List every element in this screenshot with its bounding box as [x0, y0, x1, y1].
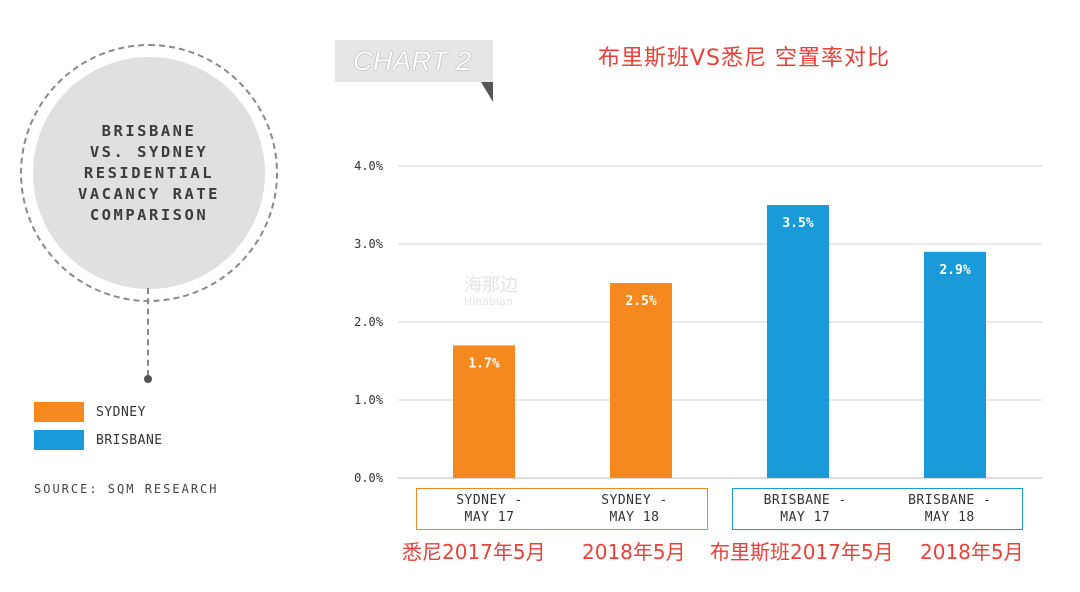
y-tick-label-0: 0.0% — [354, 471, 384, 485]
bar-value-label-1: 2.5% — [625, 294, 656, 309]
cn-label-sydney-2018: 2018年5月 — [582, 540, 686, 564]
category-group-sydney: SYDNEY - MAY 17 SYDNEY - MAY 18 — [416, 488, 708, 530]
category-label-brisbane-may18: BRISBANE - MAY 18 — [908, 493, 992, 525]
y-tick-label-2: 2.0% — [354, 315, 384, 329]
title-circle: BRISBANE VS. SYDNEY RESIDENTIAL VACANCY … — [33, 57, 265, 289]
legend-label-sydney: SYDNEY — [96, 404, 146, 420]
circle-title: BRISBANE VS. SYDNEY RESIDENTIAL VACANCY … — [78, 121, 220, 224]
y-tick-label-3: 3.0% — [354, 237, 384, 251]
chart-tag-text: CHART 2 — [353, 45, 472, 76]
legend-item-brisbane: BRISBANE — [34, 430, 163, 450]
source-note: SOURCE: SQM RESEARCH — [34, 482, 219, 496]
bar-0 — [453, 345, 515, 478]
category-label-sydney-may17: SYDNEY - MAY 17 — [456, 493, 523, 525]
bar-1 — [610, 283, 672, 478]
connector-line — [147, 288, 149, 376]
connector-dot — [144, 375, 152, 383]
legend-item-sydney: SYDNEY — [34, 402, 146, 422]
category-label-brisbane-may17: BRISBANE - MAY 17 — [763, 493, 847, 525]
chinese-title: 布里斯班VS悉尼 空置率对比 — [598, 46, 891, 71]
cn-label-brisbane-2018: 2018年5月 — [920, 540, 1024, 564]
category-label-sydney-may18: SYDNEY - MAY 18 — [601, 493, 668, 525]
bar-value-label-3: 2.9% — [939, 263, 970, 278]
bar-3 — [924, 251, 986, 478]
legend-label-brisbane: BRISBANE — [96, 432, 163, 448]
bar-2 — [767, 205, 829, 478]
bar-value-label-2: 3.5% — [782, 216, 813, 231]
legend-swatch-sydney — [34, 402, 84, 422]
watermark: 海那边 Hinabian — [464, 275, 518, 310]
cn-label-brisbane-2017: 布里斯班2017年5月 — [710, 540, 894, 564]
watermark-cn: 海那边 — [464, 275, 518, 296]
legend-swatch-brisbane — [34, 430, 84, 450]
category-group-brisbane: BRISBANE - MAY 17 BRISBANE - MAY 18 — [732, 488, 1023, 530]
cn-label-sydney-2017: 悉尼2017年5月 — [402, 540, 546, 564]
y-tick-label-1: 1.0% — [354, 393, 384, 407]
watermark-en: Hinabian — [464, 295, 513, 308]
bar-value-label-0: 1.7% — [468, 356, 499, 371]
chart-tag: CHART 2 — [335, 40, 493, 82]
chart-tag-tail — [481, 82, 493, 102]
title-circle-border — [20, 44, 278, 302]
y-tick-label-4: 4.0% — [354, 159, 384, 173]
